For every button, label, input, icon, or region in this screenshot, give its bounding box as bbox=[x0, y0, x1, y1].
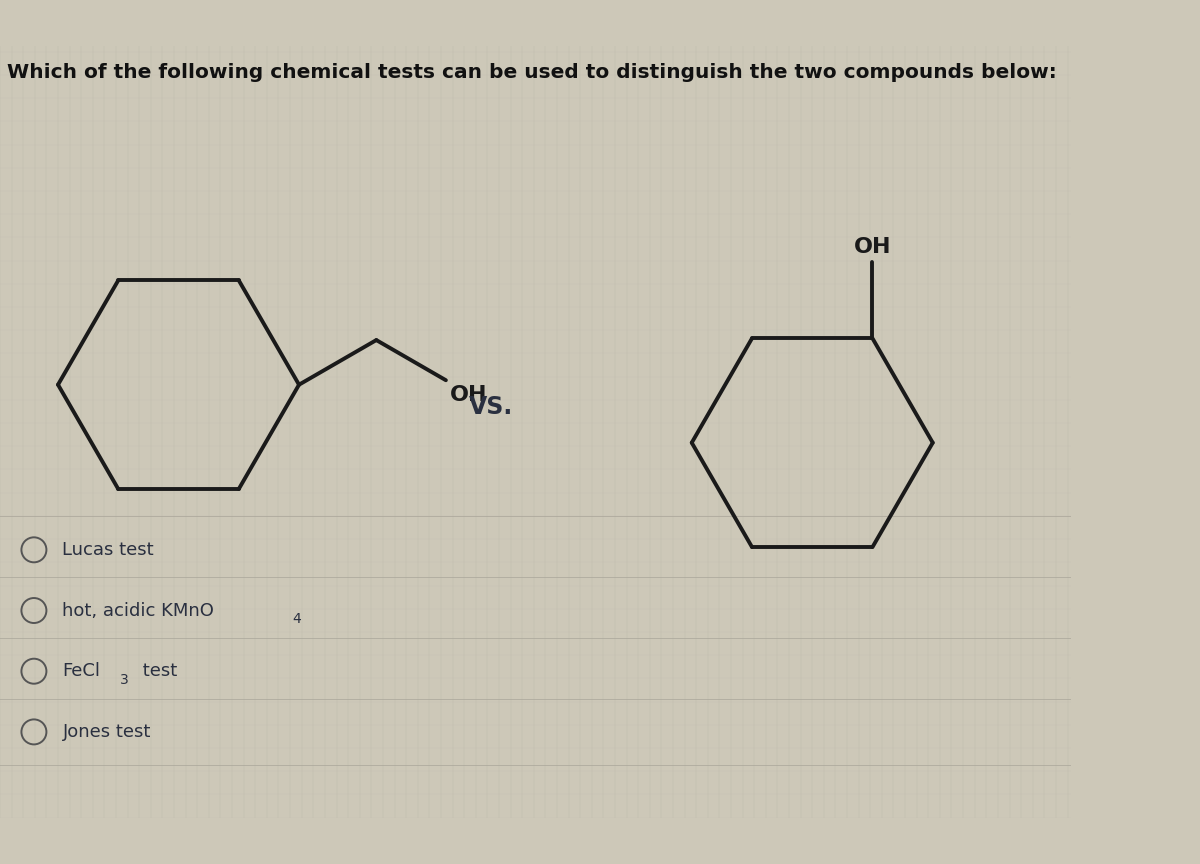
Text: Which of the following chemical tests can be used to distinguish the two compoun: Which of the following chemical tests ca… bbox=[7, 63, 1057, 82]
Text: test: test bbox=[138, 662, 178, 680]
Text: OH: OH bbox=[853, 237, 892, 257]
Text: Lucas test: Lucas test bbox=[62, 541, 154, 559]
Text: Jones test: Jones test bbox=[62, 723, 151, 741]
Text: hot, acidic KMnO: hot, acidic KMnO bbox=[62, 601, 215, 619]
Text: FeCl: FeCl bbox=[62, 662, 101, 680]
Text: 3: 3 bbox=[120, 673, 128, 687]
Text: VS.: VS. bbox=[469, 395, 514, 419]
Text: 4: 4 bbox=[293, 613, 301, 626]
Text: OH: OH bbox=[450, 384, 487, 404]
